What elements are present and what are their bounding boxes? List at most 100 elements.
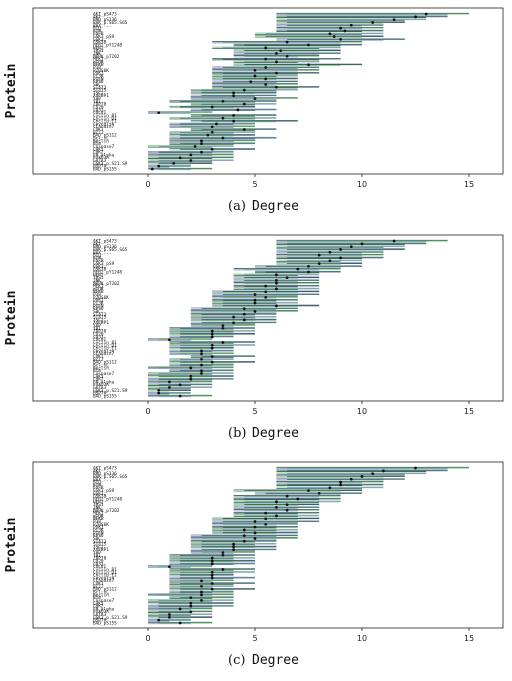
data-point: [285, 54, 289, 58]
data-point: [275, 500, 278, 504]
data-point: [275, 85, 278, 89]
protein-label: ZAP70: [93, 556, 107, 562]
protein-label: CD31: [93, 561, 104, 567]
x-axis-label: Degree: [252, 426, 299, 441]
protein-label: MAPK_pT202: [93, 508, 120, 514]
chart-svg-b: Protein 0 5 10 15 AKT_pS473AKTBAD_pS136BAK_p.…: [4, 234, 504, 441]
protein-label: AKT: [93, 468, 101, 474]
protein-label: BAD_pS155: [93, 394, 117, 400]
protein-label: CHK1: [93, 147, 104, 153]
plot-area: [32, 234, 504, 402]
protein-label: HSP70: [93, 391, 107, 397]
data-point: [168, 386, 171, 389]
protein-label: YB1: [93, 99, 101, 105]
protein-label: BID: [93, 253, 101, 259]
data-point: [242, 312, 246, 316]
protein-label: GSK3: [93, 264, 104, 270]
protein-label: Caspase7: [93, 371, 115, 377]
data-point: [178, 394, 182, 398]
protein-label: GSK3_p.S21.S9: [93, 388, 128, 394]
data-point: [200, 599, 203, 602]
protein-label: Cyclin_E1: [93, 346, 117, 352]
data-point: [275, 71, 278, 75]
data-point: [157, 111, 161, 115]
protein-label: GATA3: [93, 385, 107, 391]
data-point: [317, 491, 321, 495]
data-point: [189, 153, 193, 157]
data-point: [253, 68, 257, 72]
protein-label: STAT3: [93, 539, 107, 545]
data-point: [424, 12, 428, 16]
protein-label: Caspase7: [93, 144, 115, 150]
protein-label: JNK: [93, 505, 101, 511]
protein-label: BAD_pS136: [93, 244, 117, 250]
data-point: [200, 590, 203, 594]
protein-label: Beclin: [93, 138, 109, 144]
data-point: [200, 584, 203, 588]
data-point: [371, 21, 375, 24]
data-point: [285, 503, 289, 507]
x-tick-label: 10: [357, 634, 367, 643]
data-point: [210, 335, 214, 339]
protein-label: X4EBP1: [93, 93, 109, 99]
data-point: [242, 88, 246, 92]
data-point: [253, 97, 257, 100]
data-point: [339, 483, 342, 487]
data-point: [210, 360, 214, 364]
x-tick-label: 5: [252, 407, 257, 416]
protein-label: BAD_pS112: [93, 133, 117, 139]
protein-label: BAX_...: [93, 23, 112, 29]
protein-label: EGFR: [93, 258, 104, 264]
protein-label: GSK3: [93, 491, 104, 497]
protein-label: CHK2: [93, 604, 104, 610]
protein-label: BAK_p.S65.S65: [93, 20, 128, 26]
data-point: [200, 363, 203, 367]
protein-label: TSC2: [93, 544, 104, 550]
protein-label: STAT5: [93, 315, 107, 321]
data-point: [242, 102, 246, 106]
data-point: [275, 279, 278, 282]
data-point: [200, 593, 203, 597]
data-point: [221, 553, 225, 557]
data-point: [200, 352, 203, 356]
data-point: [285, 494, 289, 498]
data-point: [242, 534, 246, 538]
data-point: [210, 355, 214, 358]
protein-label: P70S6K: [93, 68, 109, 74]
data-point: [253, 298, 257, 302]
data-point: [200, 369, 203, 373]
data-point: [332, 35, 336, 38]
data-point: [221, 136, 225, 140]
data-point: [232, 315, 236, 319]
protein-label: ZAP70: [93, 329, 107, 335]
chart-panel-c: Protein 0 5 10 15 AKT_pS473 AKT BAD_pS136 BAK_p.…: [0, 454, 512, 681]
protein-label: COLVI: [93, 564, 107, 570]
data-point: [189, 374, 193, 378]
data-point: [253, 525, 257, 529]
data-point: [242, 528, 246, 532]
data-point: [285, 40, 289, 44]
protein-label: YB1: [93, 326, 101, 332]
data-point: [275, 60, 278, 64]
protein-label: TSC2: [93, 90, 104, 96]
data-point: [206, 133, 210, 137]
protein-label: HER2: [93, 45, 104, 51]
protein-label: AKT: [93, 241, 101, 247]
protein-label: PTEN: [93, 303, 104, 309]
data-point: [264, 517, 268, 521]
y-axis-label: Protein: [4, 291, 19, 346]
protein-label: Caveolin: [93, 348, 115, 354]
data-point: [157, 391, 161, 395]
data-point: [275, 514, 278, 518]
protein-label: GSK3_p.S21.S9: [93, 615, 128, 621]
x-tick-label: 15: [464, 180, 474, 189]
data-point: [178, 607, 182, 611]
protein-label: CDK1: [93, 127, 104, 133]
data-point: [275, 281, 278, 285]
x-tick-label: 0: [145, 634, 150, 643]
protein-label: Caspase7: [93, 598, 115, 604]
protein-label: BAX_...: [93, 477, 112, 483]
protein-label: SRC: [93, 309, 101, 315]
data-point: [264, 290, 268, 294]
data-point: [189, 601, 193, 605]
